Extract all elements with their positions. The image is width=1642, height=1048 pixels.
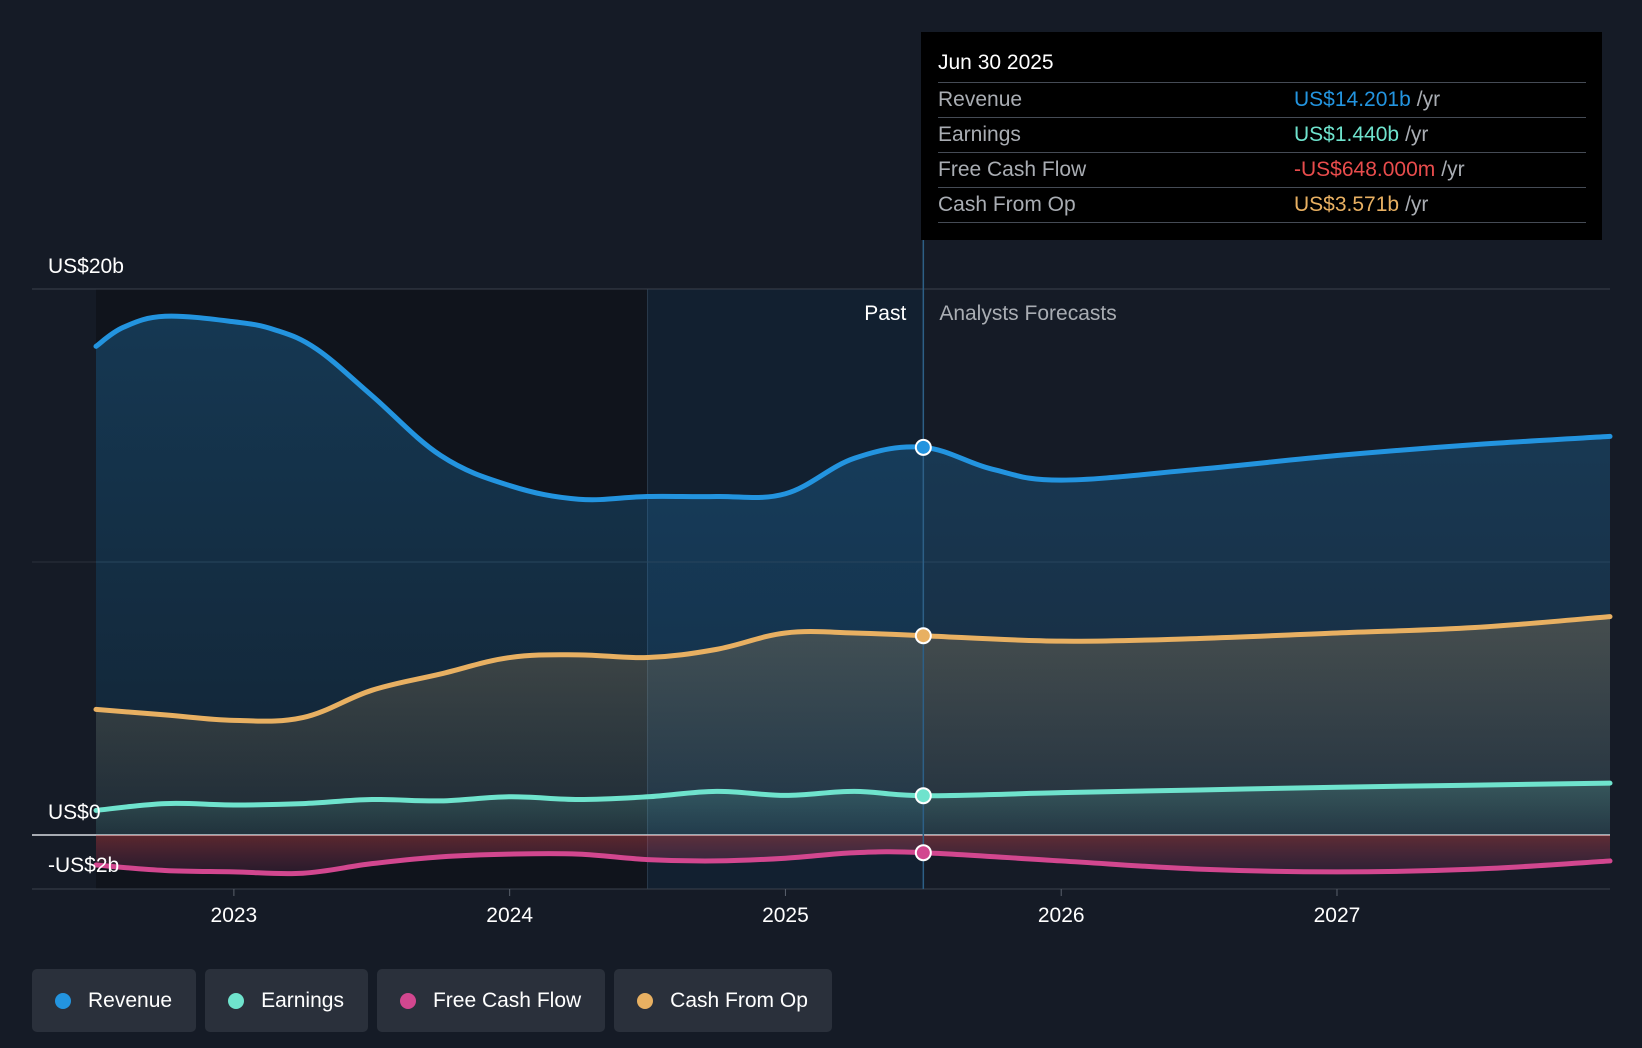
- area-cash-from-op: [96, 616, 1610, 835]
- forecast-label: Analysts Forecasts: [939, 302, 1116, 325]
- series-areas: [96, 316, 1610, 874]
- y-tick-label: US$20b: [48, 255, 124, 278]
- marker-free-cash-flow: [914, 844, 932, 862]
- x-tick-label: 2025: [762, 904, 809, 927]
- tooltip-label: Free Cash Flow: [938, 158, 1087, 181]
- area-free-cash-flow: [96, 835, 1610, 874]
- y-tick-label: US$0: [48, 801, 101, 824]
- legend: Revenue Earnings Free Cash Flow Cash Fro…: [32, 969, 832, 1032]
- legend-label: Revenue: [88, 988, 173, 1012]
- marker-revenue: [914, 438, 932, 456]
- tooltip-unit: /yr: [1441, 158, 1465, 181]
- legend-item-earnings[interactable]: Earnings: [205, 969, 368, 1032]
- tooltip-row-free-cash-flow: Free Cash Flow -US$648.000m /yr: [938, 152, 1586, 187]
- tooltip-value: -US$648.000m: [1294, 158, 1436, 181]
- past-label: Past: [864, 302, 906, 325]
- line-cash-from-op: [93, 614, 1613, 724]
- line-free-cash-flow: [93, 849, 1613, 877]
- legend-item-revenue[interactable]: Revenue: [32, 969, 197, 1032]
- legend-item-cash-from-op[interactable]: Cash From Op: [614, 969, 832, 1032]
- tooltip-unit: /yr: [1416, 88, 1441, 111]
- tooltip-value: US$14.201b: [1294, 88, 1411, 111]
- series-lines: [93, 313, 1613, 877]
- series-markers: [914, 438, 932, 862]
- tooltip-label: Revenue: [938, 88, 1023, 111]
- tooltip: Jun 30 2025 Revenue US$14.201b /yr Earni…: [921, 32, 1602, 240]
- x-tick-label: 2023: [211, 904, 258, 927]
- legend-dot-icon: [55, 992, 71, 1009]
- x-tick-label: 2026: [1038, 904, 1085, 927]
- tooltip-unit: /yr: [1405, 193, 1429, 216]
- legend-item-free-cash-flow[interactable]: Free Cash Flow: [376, 969, 606, 1032]
- legend-dot-icon: [637, 992, 654, 1009]
- tooltip-value: US$1.440b: [1294, 123, 1400, 146]
- legend-dot-icon: [399, 992, 416, 1009]
- x-tick-label: 2024: [486, 904, 533, 927]
- legend-label: Earnings: [261, 988, 344, 1012]
- y-tick-label: -US$2b: [48, 854, 119, 877]
- line-earnings: [93, 780, 1613, 813]
- area-earnings: [96, 783, 1610, 835]
- tooltip-unit: /yr: [1405, 123, 1429, 146]
- x-tick-label: 2027: [1314, 904, 1361, 927]
- tooltip-value: US$3.571b: [1294, 193, 1400, 216]
- legend-label: Free Cash Flow: [432, 988, 582, 1012]
- marker-earnings: [914, 787, 932, 805]
- tooltip-row-cash-from-op: Cash From Op US$3.571b /yr: [938, 187, 1586, 223]
- axis-labels: US$20b US$0 -US$2b 2023 2024 2025 2026 2027: [48, 255, 1360, 927]
- tooltip-label: Cash From Op: [938, 193, 1076, 216]
- line-revenue: [93, 313, 1613, 503]
- legend-label: Cash From Op: [670, 988, 808, 1012]
- tooltip-label: Earnings: [938, 123, 1021, 146]
- tooltip-row-earnings: Earnings US$1.440b /yr: [938, 117, 1586, 152]
- tooltip-date: Jun 30 2025: [938, 51, 1054, 74]
- tooltip-row-revenue: Revenue US$14.201b /yr: [938, 82, 1586, 117]
- marker-cash-from-op: [914, 627, 932, 645]
- legend-dot-icon: [228, 992, 245, 1009]
